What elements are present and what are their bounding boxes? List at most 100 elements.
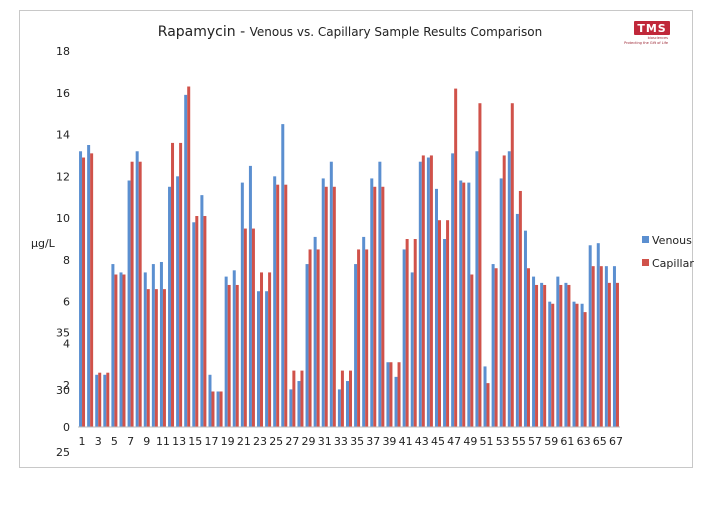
bar-venous-61 bbox=[564, 282, 568, 427]
bar-venous-27 bbox=[289, 389, 293, 427]
bar-capillar-24 bbox=[268, 272, 272, 427]
bar-capillar-13 bbox=[179, 142, 183, 427]
bar-venous-64 bbox=[588, 245, 592, 427]
x-tick-label: 49 bbox=[463, 435, 477, 448]
bar-capillar-41 bbox=[405, 239, 409, 427]
bar-venous-52 bbox=[491, 264, 495, 427]
bar-venous-34 bbox=[346, 381, 349, 427]
bar-capillar-18 bbox=[219, 391, 223, 427]
x-tick-label: 13 bbox=[172, 435, 186, 448]
y-tick-label: 4 bbox=[63, 337, 70, 350]
bar-capillar-19 bbox=[227, 284, 231, 427]
x-tick-label: 7 bbox=[127, 435, 134, 448]
x-tick-label: 63 bbox=[577, 435, 591, 448]
bar-venous-16 bbox=[200, 195, 204, 427]
bar-venous-14 bbox=[184, 94, 188, 428]
bar-capillar-45 bbox=[437, 220, 441, 427]
x-tick-label: 1 bbox=[79, 435, 86, 448]
logo-box bbox=[634, 21, 670, 35]
bar-capillar-59 bbox=[551, 303, 555, 427]
x-tick-label: 3 bbox=[95, 435, 102, 448]
bar-venous-5 bbox=[111, 264, 115, 427]
bar-capillar-29 bbox=[308, 249, 312, 427]
bar-capillar-39 bbox=[389, 362, 393, 427]
logo-subtext: biosciences bbox=[648, 36, 669, 40]
bar-capillar-14 bbox=[187, 86, 191, 427]
y-axis-label: µg/L bbox=[31, 237, 56, 250]
bar-capillar-44 bbox=[429, 155, 433, 427]
bar-venous-28 bbox=[297, 381, 301, 427]
x-tick-label: 45 bbox=[431, 435, 445, 448]
bar-venous-37 bbox=[370, 178, 374, 427]
bar-venous-42 bbox=[410, 272, 414, 427]
bar-venous-10 bbox=[151, 264, 155, 427]
bar-venous-46 bbox=[443, 239, 447, 427]
bar-capillar-28 bbox=[300, 370, 304, 427]
x-tick-label: 23 bbox=[253, 435, 267, 448]
bar-venous-58 bbox=[540, 282, 544, 427]
x-tick-label: 9 bbox=[143, 435, 150, 448]
x-tick-label: 5 bbox=[111, 435, 118, 448]
x-tick-label: 47 bbox=[447, 435, 461, 448]
bar-venous-65 bbox=[596, 243, 600, 427]
bar-capillar-5 bbox=[114, 274, 118, 427]
bar-venous-22 bbox=[248, 165, 252, 427]
bar-capillar-40 bbox=[397, 362, 401, 427]
bar-capillar-58 bbox=[543, 284, 547, 427]
bar-capillar-11 bbox=[162, 289, 166, 427]
y-tick-label: 0 bbox=[63, 421, 70, 434]
x-tick-label: 41 bbox=[399, 435, 413, 448]
bar-capillar-35 bbox=[357, 249, 361, 427]
bar-capillar-51 bbox=[486, 383, 490, 427]
bar-capillar-61 bbox=[567, 284, 571, 427]
y-tick-label: 6 bbox=[63, 296, 70, 309]
bar-capillar-62 bbox=[575, 303, 579, 427]
bar-capillar-7 bbox=[130, 161, 134, 427]
bar-capillar-17 bbox=[211, 391, 215, 427]
bar-capillar-1 bbox=[82, 157, 86, 427]
bar-capillar-4 bbox=[106, 372, 110, 427]
y-tick-label: 16 bbox=[56, 87, 70, 100]
bar-capillar-30 bbox=[316, 249, 320, 427]
bar-capillar-43 bbox=[421, 155, 425, 427]
bar-venous-43 bbox=[418, 161, 422, 427]
bar-capillar-26 bbox=[284, 184, 288, 427]
bar-venous-57 bbox=[532, 276, 536, 427]
x-tick-label: 29 bbox=[302, 435, 316, 448]
stray-tick-label: 30 bbox=[56, 384, 70, 397]
bar-capillar-48 bbox=[462, 182, 466, 427]
bar-capillar-8 bbox=[138, 161, 142, 427]
bar-capillar-21 bbox=[243, 228, 247, 427]
bar-venous-48 bbox=[459, 180, 463, 427]
x-tick-label: 43 bbox=[415, 435, 429, 448]
bar-capillar-38 bbox=[381, 186, 385, 427]
bar-venous-21 bbox=[240, 182, 244, 427]
chart-svg: Rapamycin - Venous vs. Capillary Sample … bbox=[31, 21, 694, 459]
x-tick-label: 59 bbox=[544, 435, 558, 448]
x-tick-label: 21 bbox=[237, 435, 251, 448]
bar-capillar-20 bbox=[235, 284, 239, 427]
x-tick-label: 25 bbox=[269, 435, 283, 448]
y-ticks: 0 2 4 6 8 10 12 14 16 18 bbox=[56, 45, 70, 434]
bar-venous-8 bbox=[135, 151, 139, 427]
x-tick-label: 19 bbox=[221, 435, 235, 448]
y-tick-label: 8 bbox=[63, 254, 70, 267]
x-tick-label: 55 bbox=[512, 435, 526, 448]
bar-capillar-34 bbox=[349, 370, 352, 427]
bar-capillar-23 bbox=[260, 272, 264, 427]
bar-venous-24 bbox=[265, 291, 269, 427]
bar-venous-38 bbox=[378, 161, 382, 427]
bar-venous-60 bbox=[556, 276, 560, 427]
bar-capillar-53 bbox=[502, 155, 506, 427]
bar-venous-20 bbox=[232, 270, 236, 427]
bars bbox=[79, 86, 619, 428]
bar-capillar-33 bbox=[340, 370, 344, 427]
bar-venous-59 bbox=[548, 301, 552, 427]
bar-capillar-31 bbox=[324, 186, 328, 427]
bar-venous-7 bbox=[127, 180, 131, 427]
legend: Venous Capillar bbox=[642, 234, 694, 270]
tms-logo: TMS biosciences Protecting the Gift of L… bbox=[624, 21, 670, 45]
x-tick-label: 53 bbox=[496, 435, 510, 448]
chart-subtitle: Venous vs. Capillary Sample Results Comp… bbox=[250, 25, 543, 39]
x-tick-label: 17 bbox=[204, 435, 218, 448]
